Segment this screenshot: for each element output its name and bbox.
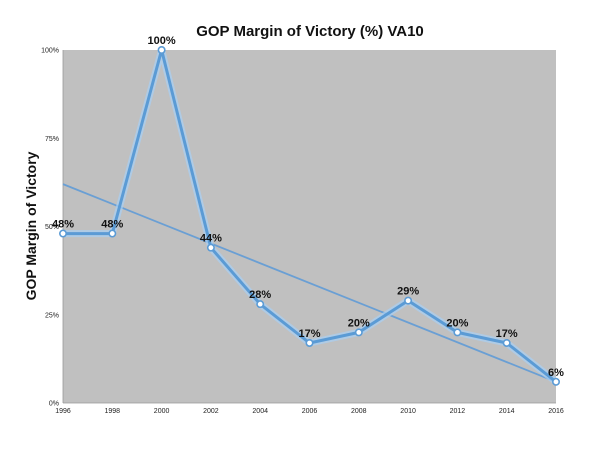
x-tick-label: 1996 xyxy=(55,408,71,415)
x-tick-label: 2014 xyxy=(499,408,515,415)
data-point xyxy=(404,296,413,305)
data-label: 48% xyxy=(52,219,74,231)
data-point xyxy=(58,229,67,238)
x-tick-label: 2016 xyxy=(548,408,564,415)
y-tick-label: 50% xyxy=(45,224,59,231)
data-point xyxy=(453,328,462,337)
x-tick-label: 2010 xyxy=(400,408,416,415)
data-point xyxy=(108,229,117,238)
x-ticks: 1996 1998 2000 2002 2004 2006 2008 2010 2012 2014… xyxy=(55,408,564,415)
data-point xyxy=(502,338,511,347)
y-tick-label: 75% xyxy=(45,136,59,143)
x-tick-label: 1998 xyxy=(105,408,121,415)
y-axis-label: GOP Margin of Victory xyxy=(23,151,39,300)
data-label: 28% xyxy=(249,289,271,301)
y-ticks: 0% 25% 50% 75% 100% xyxy=(41,48,59,408)
data-point xyxy=(305,338,314,347)
series-group xyxy=(58,45,560,386)
x-tick-label: 2000 xyxy=(154,408,170,415)
y-tick-label: 0% xyxy=(49,401,59,408)
data-point xyxy=(206,243,215,252)
data-label: 20% xyxy=(348,317,370,329)
x-tick-label: 2008 xyxy=(351,408,367,415)
x-tick-label: 2006 xyxy=(302,408,318,415)
data-label: 17% xyxy=(496,328,518,340)
x-tick-label: 2012 xyxy=(450,408,466,415)
data-label: 6% xyxy=(548,367,564,379)
data-label: 100% xyxy=(148,35,176,47)
data-label: 48% xyxy=(101,219,123,231)
chart-title: GOP Margin of Victory (%) VA10 xyxy=(196,23,424,40)
data-label: 44% xyxy=(200,233,222,245)
trendline-group xyxy=(62,183,557,383)
data-labels: 48% 48% 100% 44% 28% 17% 20% 29% 20% 17% 6% xyxy=(52,35,564,379)
x-tick-label: 2004 xyxy=(252,408,268,415)
data-label: 20% xyxy=(446,317,468,329)
trendline xyxy=(62,183,557,383)
y-tick-label: 100% xyxy=(41,48,59,55)
plot-area xyxy=(63,50,556,403)
data-point xyxy=(157,45,166,54)
data-point xyxy=(256,300,265,309)
data-point xyxy=(354,328,363,337)
x-tick-label: 2002 xyxy=(203,408,219,415)
data-point xyxy=(551,377,560,386)
y-tick-label: 25% xyxy=(45,312,59,319)
data-label: 17% xyxy=(298,328,320,340)
data-label: 29% xyxy=(397,286,419,298)
